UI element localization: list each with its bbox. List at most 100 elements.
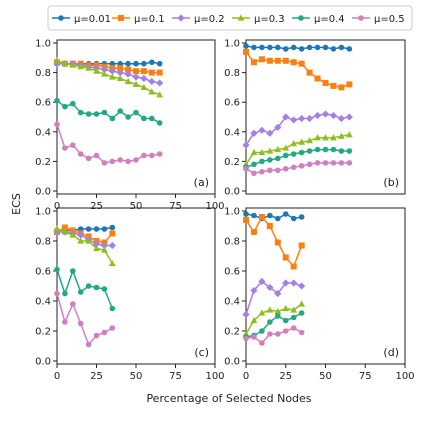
data-point <box>101 109 108 116</box>
data-point <box>85 341 92 348</box>
legend-entry: μ=0.5 <box>352 14 405 25</box>
y-tick-label: 0.6 <box>224 98 240 109</box>
data-point <box>259 340 265 346</box>
data-point <box>85 226 92 232</box>
data-point <box>70 100 76 107</box>
y-tick-label: 0.8 <box>224 68 240 79</box>
data-point <box>258 214 265 220</box>
data-point <box>77 63 85 70</box>
data-point <box>140 83 148 90</box>
data-point <box>124 70 132 78</box>
data-point <box>117 60 123 67</box>
data-point <box>100 66 108 74</box>
data-point <box>132 80 140 88</box>
data-point <box>282 113 290 121</box>
data-point <box>141 115 147 122</box>
data-point <box>101 329 108 336</box>
data-point <box>62 145 68 151</box>
y-tick-label: 1.0 <box>35 39 51 50</box>
x-tick-label: 75 <box>359 371 372 382</box>
data-point <box>243 217 249 223</box>
data-point <box>259 168 265 175</box>
data-point <box>243 211 249 217</box>
data-point <box>322 146 329 153</box>
data-point <box>267 157 273 163</box>
data-point <box>322 44 329 51</box>
legend-entry: μ=0.3 <box>232 14 285 25</box>
y-tick-label: 0.2 <box>224 327 240 338</box>
series <box>54 290 116 348</box>
data-point <box>290 314 297 321</box>
data-point <box>267 44 273 51</box>
data-point <box>282 211 289 217</box>
data-point <box>306 44 313 51</box>
data-point <box>133 157 139 163</box>
data-point <box>251 170 257 177</box>
x-tick-label: 100 <box>205 201 224 212</box>
data-point <box>266 147 274 154</box>
data-point <box>133 109 139 116</box>
data-point <box>274 239 281 246</box>
data-point <box>346 160 353 166</box>
y-tick-label: 0.6 <box>35 267 51 278</box>
data-point <box>77 226 84 232</box>
data-point <box>251 44 257 51</box>
data-point <box>85 64 92 71</box>
y-tick-label: 0.4 <box>35 297 51 308</box>
legend-label: μ=0.3 <box>254 14 285 25</box>
y-tick-label: 1.0 <box>224 207 240 218</box>
data-point <box>70 268 76 274</box>
data-point <box>290 164 297 171</box>
x-tick-label: 0 <box>243 371 249 382</box>
data-point <box>77 231 85 239</box>
data-point <box>133 60 139 67</box>
data-point <box>298 60 305 67</box>
data-point <box>108 73 116 80</box>
data-point <box>101 160 108 166</box>
data-point <box>101 70 108 77</box>
data-point <box>330 160 337 166</box>
data-point <box>275 44 281 51</box>
data-point <box>109 305 116 312</box>
data-point <box>282 279 290 287</box>
data-point <box>109 60 116 67</box>
panel: 0.0 0.2 0.4 0.6 0.8 1.0 0 25 50 75 100 (a) <box>35 39 224 213</box>
panel: 0.0 0.2 0.4 0.6 0.8 1.0 0 25 50 75 100 (d) <box>224 207 414 383</box>
data-point <box>93 284 100 291</box>
legend-marker <box>298 15 304 21</box>
data-point <box>298 329 305 336</box>
series <box>242 277 306 319</box>
data-point <box>298 310 305 316</box>
data-point <box>274 145 282 153</box>
series <box>54 97 163 126</box>
data-point <box>141 152 147 159</box>
x-tick-label: 100 <box>205 371 224 382</box>
data-point <box>61 60 69 67</box>
data-point <box>125 114 131 120</box>
data-point <box>250 316 258 324</box>
data-point <box>156 120 163 126</box>
data-point <box>282 304 290 312</box>
data-point <box>298 242 305 249</box>
data-point <box>258 56 265 63</box>
legend-label: μ=0.1 <box>134 14 165 25</box>
series <box>243 325 305 346</box>
data-point <box>243 48 249 55</box>
data-point <box>330 46 337 52</box>
data-point <box>156 69 163 76</box>
data-point <box>290 215 297 222</box>
data-point <box>330 146 337 153</box>
data-point <box>267 319 273 325</box>
data-point <box>338 160 345 166</box>
data-point <box>243 335 249 342</box>
data-point <box>259 328 265 334</box>
data-point <box>85 155 92 162</box>
x-tick-label: 75 <box>169 371 182 382</box>
panel-label: (b) <box>383 176 399 189</box>
data-point <box>125 66 132 73</box>
data-point <box>54 266 60 273</box>
data-point <box>298 114 306 123</box>
y-tick-label: 0.8 <box>224 237 240 248</box>
data-point <box>322 160 329 166</box>
data-point <box>290 116 298 124</box>
